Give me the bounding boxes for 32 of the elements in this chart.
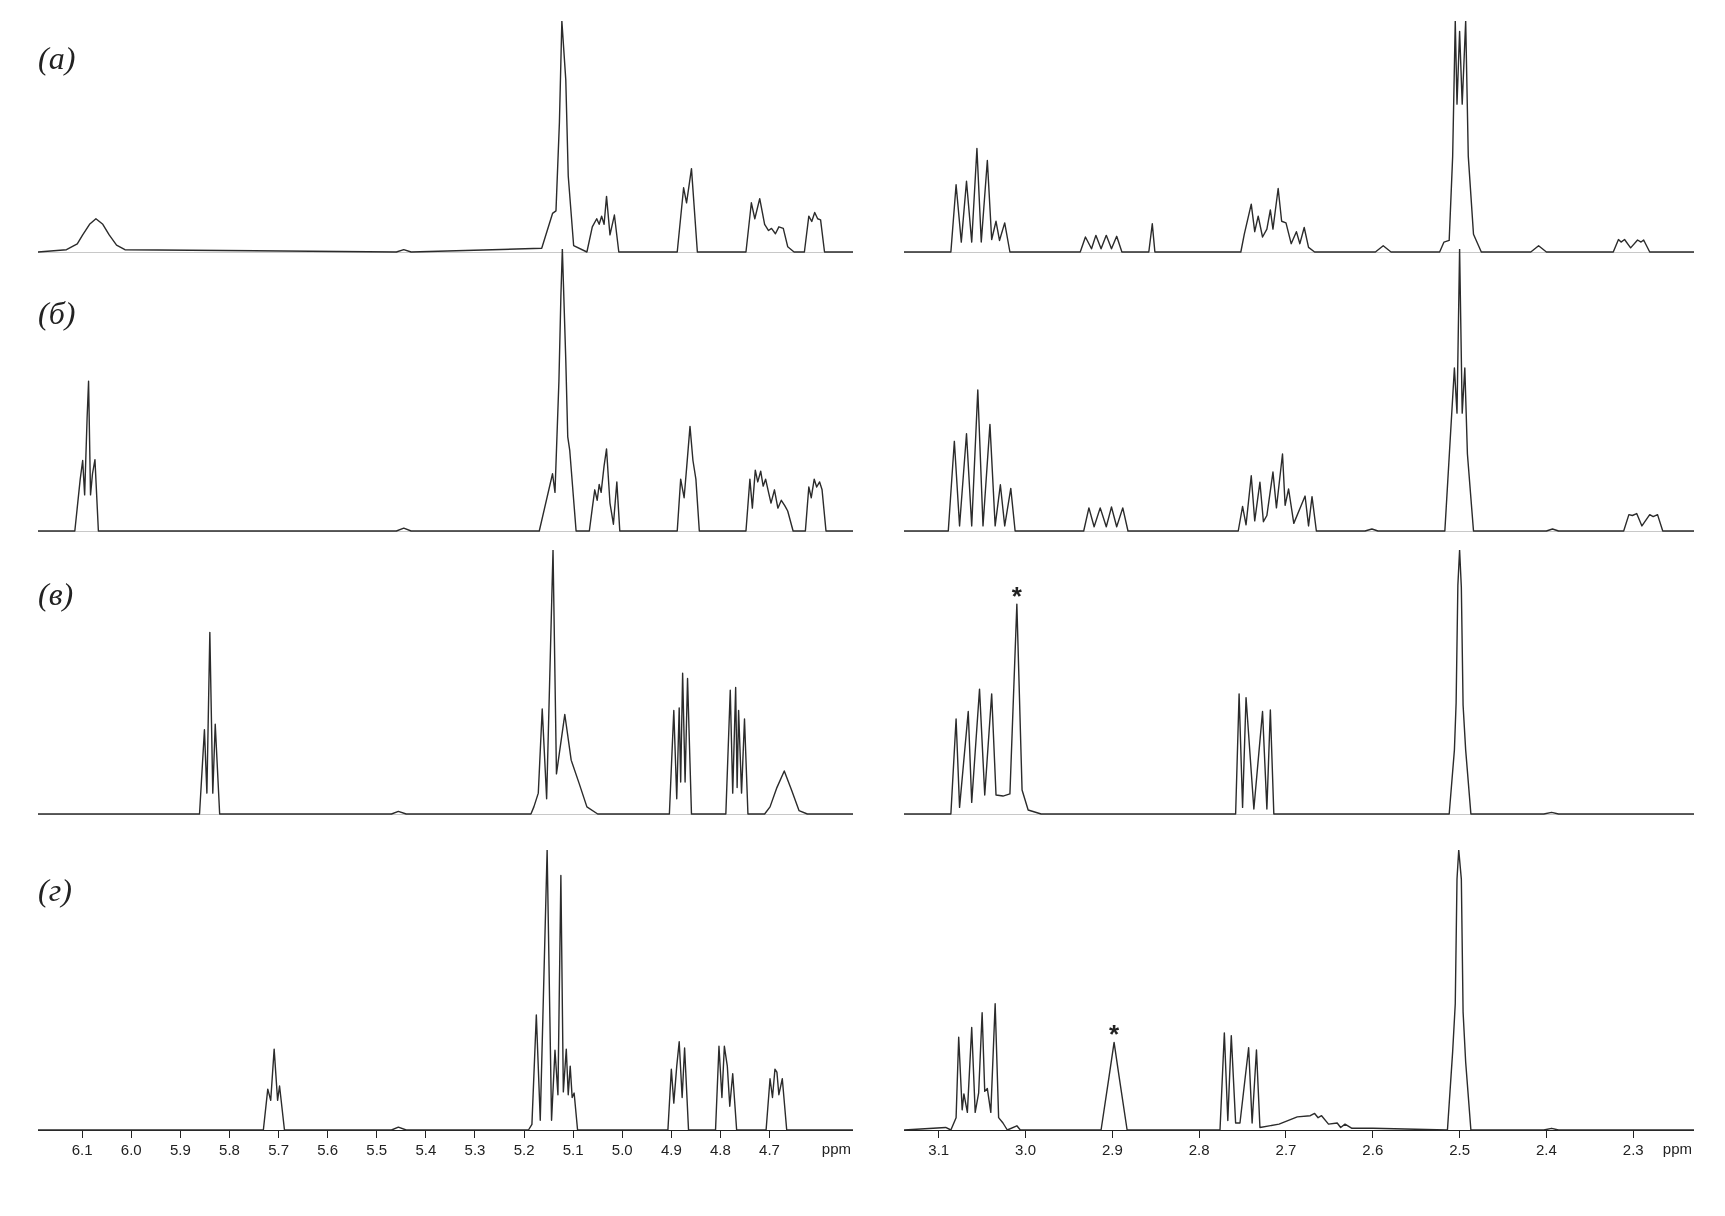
x-tick-label: 5.9 [169,1141,191,1159]
x-tick-label: 3.0 [1015,1141,1036,1159]
text: (в) [38,576,74,613]
x-tick-label: 2.7 [1275,1141,1297,1159]
x-tick-label: 2.4 [1535,1141,1557,1159]
x-tick-label: 2.5 [1449,1141,1471,1159]
x-tick-label: 5.7 [268,1141,289,1159]
text: (г) [38,872,72,909]
annotation: * [1011,581,1023,612]
x-axis-title: ppm [821,1140,851,1158]
x-tick-label: 4.8 [710,1141,731,1159]
x-tick-label: 5.2 [513,1141,535,1159]
annotation: * [1109,1019,1121,1050]
x-tick-label: 6.1 [71,1141,93,1159]
x-tick-label: 5.5 [366,1141,388,1159]
x-tick-label: 6.0 [120,1141,142,1159]
x-tick-label: 5.8 [219,1141,240,1159]
x-axis-title: ppm [1662,1140,1692,1158]
x-tick-label: 4.9 [660,1141,682,1159]
x-tick-label: 5.1 [562,1141,584,1159]
x-tick-label: 5.3 [464,1141,486,1159]
x-tick-label: 2.3 [1622,1141,1644,1159]
x-tick-label: 5.0 [611,1141,633,1159]
text: (а) [38,40,76,77]
x-tick-label: 2.6 [1362,1141,1384,1159]
x-tick-label: 2.8 [1188,1141,1210,1159]
x-tick-label: 5.4 [415,1141,437,1159]
x-tick-label: 5.6 [317,1141,339,1159]
x-tick-label: 4.7 [759,1141,780,1159]
x-tick-label: 3.1 [928,1141,950,1159]
x-tick-label: 2.9 [1101,1141,1123,1159]
text: (б) [38,295,76,332]
